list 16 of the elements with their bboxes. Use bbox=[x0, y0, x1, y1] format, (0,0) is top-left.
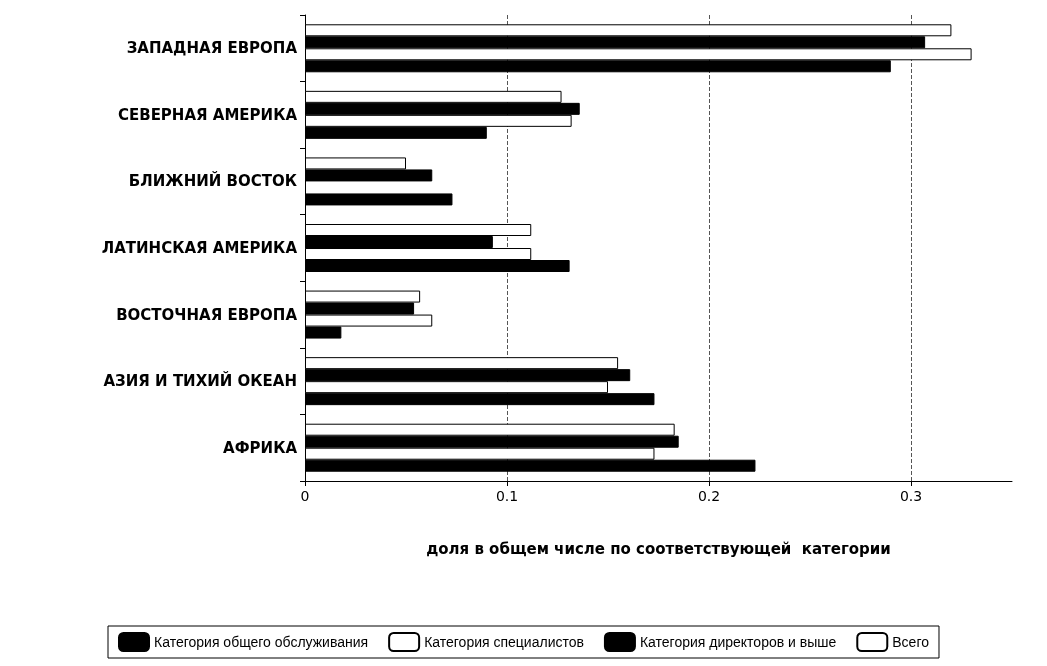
legend-label: Категория общего обслуживания bbox=[154, 634, 369, 650]
legend-label: Категория специалистов bbox=[424, 634, 584, 650]
y-tick-label: АФРИКА bbox=[223, 438, 298, 457]
y-tick-label: ВОСТОЧНАЯ ЕВРОПА bbox=[116, 305, 298, 324]
y-tick-label: СЕВЕРНАЯ АМЕРИКА bbox=[117, 105, 298, 124]
y-tick-label: ЛАТИНСКАЯ АМЕРИКА bbox=[101, 239, 298, 257]
y-tick-label: АЗИЯ И ТИХИЙ ОКЕАН bbox=[103, 371, 297, 391]
legend-label: Категория директоров и выше bbox=[639, 634, 837, 650]
legend-label: Всего bbox=[892, 634, 930, 650]
x-tick-label: 0.3 bbox=[899, 488, 923, 504]
x-axis-title: доля в общем числе по соответствующей категории bbox=[426, 539, 891, 558]
x-tick-label: 0 bbox=[300, 488, 310, 504]
x-tick-label: 0.2 bbox=[697, 488, 721, 504]
x-tick-label: 0.1 bbox=[495, 488, 519, 504]
y-tick-label: ЗАПАДНАЯ ЕВРОПА bbox=[126, 39, 298, 58]
y-tick-label: БЛИЖНИЙ ВОСТОК bbox=[128, 171, 298, 191]
